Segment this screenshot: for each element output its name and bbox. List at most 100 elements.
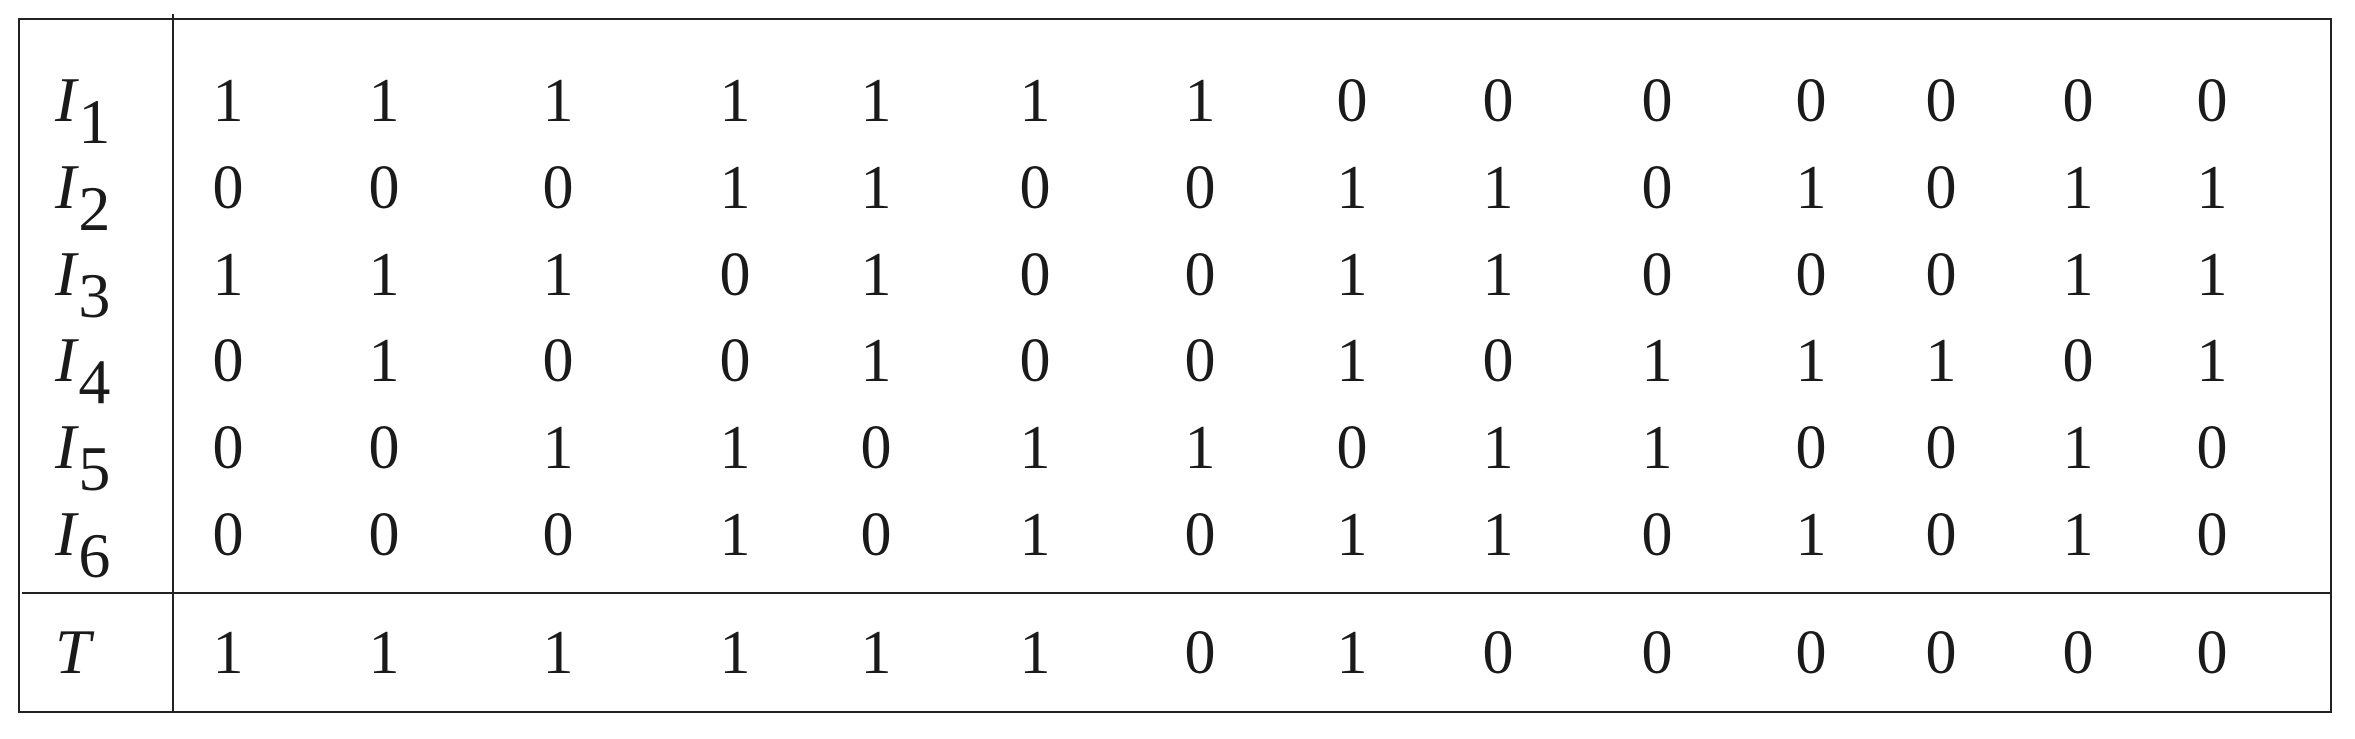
table-cell: 0 (719, 327, 751, 395)
table-cell: 1 (860, 154, 892, 222)
row-label-subscript: 6 (78, 520, 111, 591)
table-cell: 1 (1482, 154, 1514, 222)
table-cell: 1 (542, 241, 574, 309)
table-cell: 1 (2196, 154, 2228, 222)
table-cell: 1 (2062, 414, 2094, 482)
table-cell: 1 (368, 241, 400, 309)
table-cell: 1 (2062, 241, 2094, 309)
table-cell: 1 (1336, 154, 1368, 222)
table-cell: 1 (1795, 327, 1827, 395)
table-cell: 1 (1641, 327, 1673, 395)
table-cell: 0 (1482, 67, 1514, 135)
table-cell: 0 (1925, 501, 1957, 569)
row-label: I1 (55, 68, 110, 154)
row-label-symbol: I (55, 151, 77, 222)
table-cell: 0 (2062, 619, 2094, 687)
table-cell: 1 (1925, 327, 1957, 395)
table-cell: 1 (368, 327, 400, 395)
table-cell: 0 (1795, 414, 1827, 482)
table-cell: 1 (1019, 501, 1051, 569)
table-cell: 0 (1336, 414, 1368, 482)
table-cell: 0 (368, 154, 400, 222)
table-cell: 1 (2196, 241, 2228, 309)
row-label: I5 (55, 415, 110, 501)
table-cell: 0 (1184, 241, 1216, 309)
table-cell: 0 (1795, 241, 1827, 309)
table-cell: 1 (212, 67, 244, 135)
table-cell: 1 (719, 67, 751, 135)
table-cell: 1 (860, 619, 892, 687)
table-cell: 0 (2196, 414, 2228, 482)
table-cell: 0 (1641, 501, 1673, 569)
row-label-symbol: I (55, 498, 77, 569)
table-frame (18, 18, 2332, 713)
row-label: I2 (55, 155, 110, 241)
row-label-subscript: 4 (78, 346, 111, 417)
table-cell: 1 (1482, 414, 1514, 482)
table-cell: 0 (1019, 327, 1051, 395)
table-cell: 0 (1641, 241, 1673, 309)
table-cell: 0 (368, 414, 400, 482)
table-cell: 0 (542, 501, 574, 569)
table-cell: 0 (2062, 327, 2094, 395)
row-label-symbol: I (55, 324, 77, 395)
table-cell: 1 (1336, 501, 1368, 569)
table-cell: 1 (2062, 501, 2094, 569)
table-cell: 0 (1336, 67, 1368, 135)
table-cell: 1 (1482, 501, 1514, 569)
table-cell: 1 (860, 241, 892, 309)
table-cell: 1 (1184, 414, 1216, 482)
table-cell: 1 (368, 619, 400, 687)
row-label-subscript: 1 (78, 86, 111, 157)
table-cell: 1 (1019, 67, 1051, 135)
table-cell: 1 (860, 327, 892, 395)
table-cell: 1 (1019, 414, 1051, 482)
table-cell: 0 (2196, 67, 2228, 135)
table-cell: 1 (719, 154, 751, 222)
table-cell: 0 (860, 501, 892, 569)
table-cell: 0 (1925, 414, 1957, 482)
table-cell: 1 (1336, 619, 1368, 687)
row-label: I3 (55, 242, 110, 328)
table-cell: 0 (1184, 619, 1216, 687)
table-cell: 1 (1019, 619, 1051, 687)
table-cell: 0 (368, 501, 400, 569)
table-cell: 0 (542, 327, 574, 395)
table-cell: 0 (2196, 501, 2228, 569)
table-cell: 1 (719, 414, 751, 482)
table-cell: 0 (1019, 241, 1051, 309)
table-cell: 0 (1482, 327, 1514, 395)
table-cell: 0 (212, 501, 244, 569)
table-cell: 0 (1641, 67, 1673, 135)
table-cell: 0 (212, 414, 244, 482)
row-label-subscript: 2 (78, 173, 111, 244)
table-cell: 1 (1641, 414, 1673, 482)
table-cell: 0 (212, 327, 244, 395)
table-cell: 1 (1336, 327, 1368, 395)
table-cell: 0 (1184, 327, 1216, 395)
table-cell: 0 (1925, 241, 1957, 309)
row-label-symbol: I (55, 238, 77, 309)
table-cell: 0 (1795, 67, 1827, 135)
table-cell: 0 (1184, 501, 1216, 569)
table-cell: 1 (719, 501, 751, 569)
row-label-subscript: 5 (78, 433, 111, 504)
table-cell: 0 (1925, 619, 1957, 687)
table-cell: 1 (2196, 327, 2228, 395)
table-cell: 1 (542, 67, 574, 135)
row-label-subscript: 3 (78, 260, 111, 331)
table-cell: 0 (1795, 619, 1827, 687)
row-label: I6 (55, 502, 110, 588)
label-column-divider (172, 14, 174, 711)
row-label: I4 (55, 328, 110, 414)
table-cell: 1 (212, 619, 244, 687)
table-cell: 0 (860, 414, 892, 482)
table-cell: 0 (1641, 619, 1673, 687)
table-cell: 1 (2062, 154, 2094, 222)
table-cell: 0 (719, 241, 751, 309)
table-cell: 1 (1336, 241, 1368, 309)
table-cell: 1 (860, 67, 892, 135)
table-cell: 0 (1184, 154, 1216, 222)
table-cell: 1 (212, 241, 244, 309)
table-cell: 0 (2196, 619, 2228, 687)
